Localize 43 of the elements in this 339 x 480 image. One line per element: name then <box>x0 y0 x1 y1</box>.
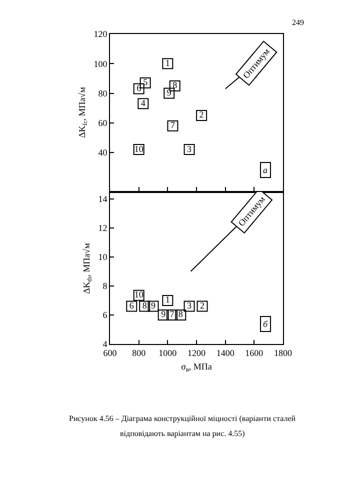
y-tick-label: 12 <box>98 223 108 233</box>
text: 249 <box>292 18 304 27</box>
series-label: 1 <box>165 58 170 68</box>
text: Рисунок 4.56 – Діаграма конструкційної міцності (варіанти сталей <box>69 414 296 423</box>
x-tick-label: 1200 <box>188 348 206 358</box>
y-tick-label: 8 <box>102 281 108 292</box>
series-label: 7 <box>170 120 176 130</box>
series-label: 8 <box>142 300 148 310</box>
series-label: 8 <box>172 80 178 90</box>
x-tick-label: 600 <box>103 348 118 358</box>
x-tick-label: 1600 <box>245 348 264 358</box>
series-label: 3 <box>187 300 192 310</box>
series-label: 4 <box>140 98 146 108</box>
y-tick-label: 60 <box>98 118 108 128</box>
x-axis-title: σ$_{в}$, МПа <box>181 362 212 374</box>
series-label: 2 <box>200 300 205 310</box>
x-tick-label: 1000 <box>158 348 178 358</box>
series-label: 7 <box>170 309 175 320</box>
y-tick-label: 120 <box>94 29 108 40</box>
y-tick-label: 6 <box>102 310 108 320</box>
x-tick-label: 1800 <box>274 348 292 358</box>
y-tick-label: 100 <box>94 58 108 69</box>
x-tick-label: 1400 <box>216 348 235 358</box>
y-tick-label: 4 <box>102 339 108 350</box>
series-label: 10 <box>134 290 144 300</box>
series-label: 3 <box>187 144 192 154</box>
series-label: 1 <box>165 294 170 305</box>
series-label: 9 <box>166 88 172 98</box>
y-tick-label: 14 <box>98 194 108 204</box>
series-label: 5 <box>143 77 148 88</box>
series-label: 9 <box>161 309 166 320</box>
annotation: б <box>263 319 268 329</box>
text: відповідають варіантам на рис. 4.55) <box>120 429 246 438</box>
x-tick-label: 800 <box>132 348 146 358</box>
y-tick-label: 10 <box>98 252 108 262</box>
series-label: 8 <box>178 309 184 320</box>
y-tick-label: 40 <box>98 148 108 158</box>
y-tick-label: 80 <box>98 88 108 98</box>
annotation: а <box>263 165 268 175</box>
series-label: 2 <box>199 110 204 120</box>
series-label: 6 <box>129 300 134 310</box>
series-label: 9 <box>151 300 156 310</box>
series-label: 10 <box>134 144 144 154</box>
